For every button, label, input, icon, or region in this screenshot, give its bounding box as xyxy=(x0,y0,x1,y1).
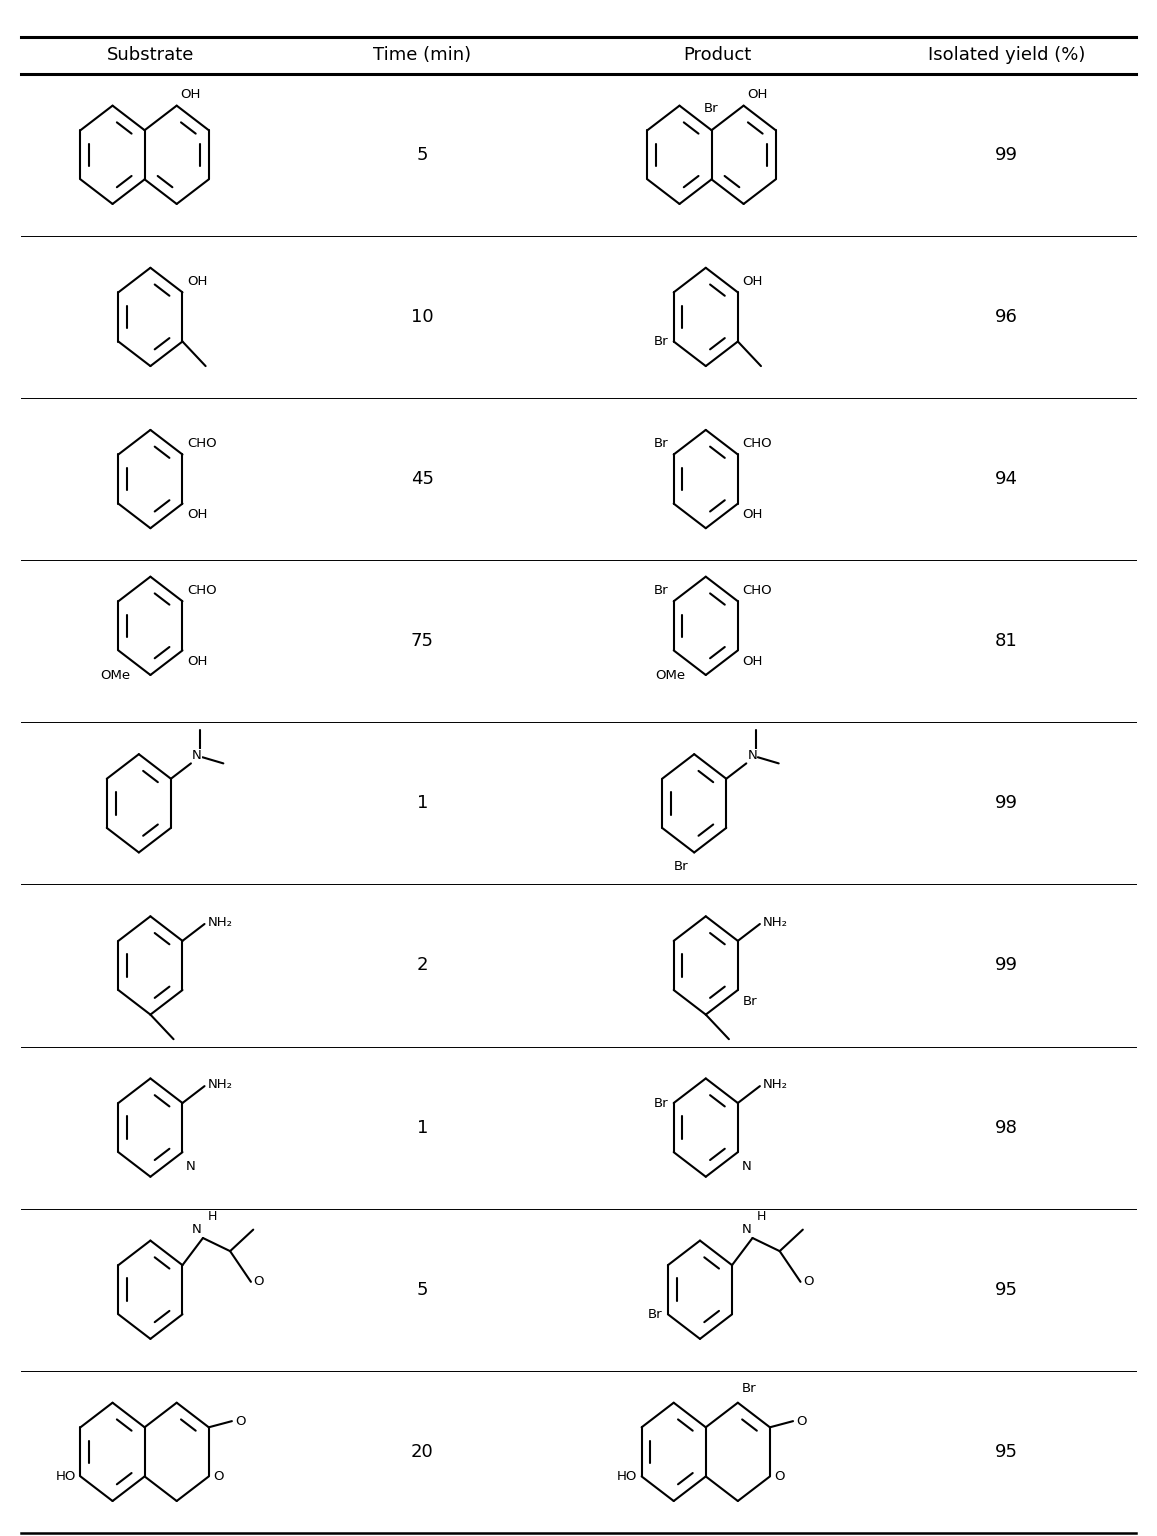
Text: 45: 45 xyxy=(411,470,434,488)
Text: CHO: CHO xyxy=(187,584,216,596)
Text: 1: 1 xyxy=(417,794,428,813)
Text: Isolated yield (%): Isolated yield (%) xyxy=(928,46,1085,65)
Text: OH: OH xyxy=(743,654,762,668)
Text: O: O xyxy=(253,1275,264,1289)
Text: 75: 75 xyxy=(411,633,434,650)
Text: 5: 5 xyxy=(417,146,428,164)
Text: 99: 99 xyxy=(995,957,1018,974)
Text: N: N xyxy=(192,1224,201,1236)
Text: OMe: OMe xyxy=(655,668,685,682)
Text: Substrate: Substrate xyxy=(106,46,194,65)
Text: Br: Br xyxy=(705,101,718,115)
Text: NH₂: NH₂ xyxy=(207,1078,233,1091)
Text: OH: OH xyxy=(187,654,207,668)
Text: Product: Product xyxy=(684,46,751,65)
Text: OH: OH xyxy=(743,275,762,287)
Text: NH₂: NH₂ xyxy=(762,1078,788,1091)
Text: 20: 20 xyxy=(411,1442,434,1461)
Text: 81: 81 xyxy=(995,633,1018,650)
Text: 96: 96 xyxy=(995,307,1018,326)
Text: Br: Br xyxy=(648,1307,662,1321)
Text: OH: OH xyxy=(180,88,200,101)
Text: 95: 95 xyxy=(995,1442,1018,1461)
Text: OH: OH xyxy=(187,508,207,521)
Text: 1: 1 xyxy=(417,1118,428,1137)
Text: HO: HO xyxy=(56,1470,76,1482)
Text: H: H xyxy=(207,1210,216,1223)
Text: Br: Br xyxy=(743,995,757,1008)
Text: 95: 95 xyxy=(995,1281,1018,1299)
Text: OH: OH xyxy=(187,275,207,287)
Text: 2: 2 xyxy=(417,957,428,974)
Text: Br: Br xyxy=(673,860,688,872)
Text: OH: OH xyxy=(743,508,762,521)
Text: 94: 94 xyxy=(995,470,1018,488)
Text: Br: Br xyxy=(654,335,668,349)
Text: H: H xyxy=(757,1210,766,1223)
Text: OMe: OMe xyxy=(100,668,130,682)
Text: Br: Br xyxy=(654,436,668,450)
Text: N: N xyxy=(192,750,201,762)
Text: O: O xyxy=(796,1415,808,1427)
Text: Time (min): Time (min) xyxy=(374,46,471,65)
Text: 99: 99 xyxy=(995,146,1018,164)
Text: OH: OH xyxy=(747,88,767,101)
Text: Br: Br xyxy=(654,1097,668,1109)
Text: 5: 5 xyxy=(417,1281,428,1299)
Text: 99: 99 xyxy=(995,794,1018,813)
Text: O: O xyxy=(774,1470,786,1482)
Text: O: O xyxy=(213,1470,224,1482)
Text: N: N xyxy=(186,1160,196,1174)
Text: NH₂: NH₂ xyxy=(762,915,788,929)
Text: CHO: CHO xyxy=(187,436,216,450)
Text: O: O xyxy=(235,1415,246,1427)
Text: O: O xyxy=(803,1275,813,1289)
Text: CHO: CHO xyxy=(743,436,772,450)
Text: N: N xyxy=(742,1224,751,1236)
Text: Br: Br xyxy=(654,584,668,596)
Text: NH₂: NH₂ xyxy=(207,915,233,929)
Text: HO: HO xyxy=(617,1470,638,1482)
Text: N: N xyxy=(747,750,757,762)
Text: Br: Br xyxy=(742,1382,756,1395)
Text: CHO: CHO xyxy=(743,584,772,596)
Text: 98: 98 xyxy=(995,1118,1018,1137)
Text: N: N xyxy=(742,1160,751,1174)
Text: 10: 10 xyxy=(411,307,434,326)
